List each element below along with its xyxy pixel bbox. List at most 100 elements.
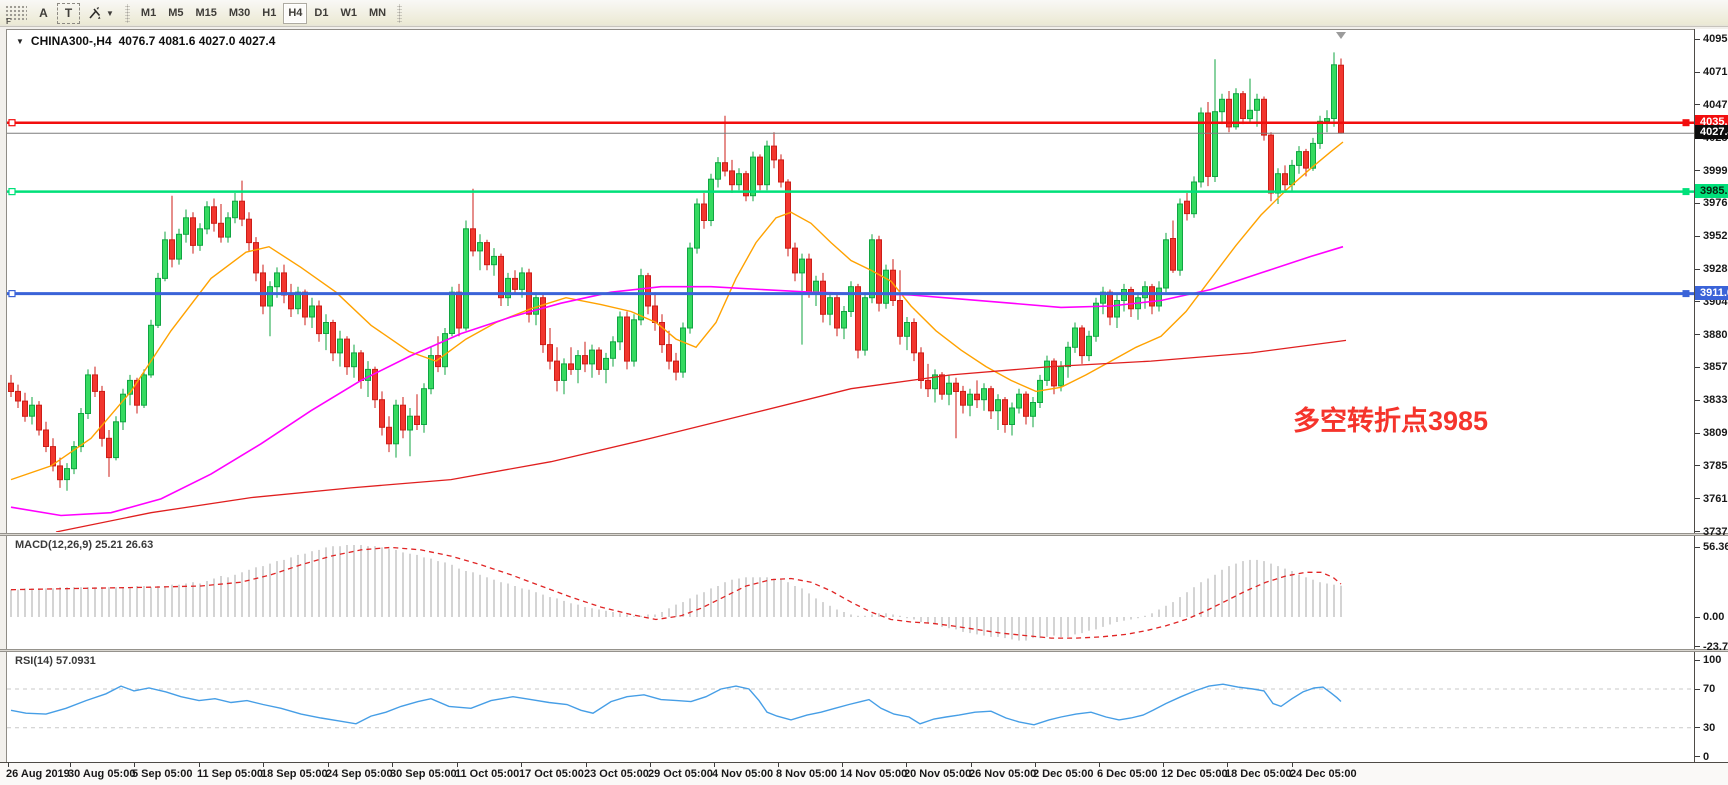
rsi-line bbox=[10, 683, 1342, 726]
date-tick bbox=[906, 763, 907, 767]
date-tick-label: 24 Dec 05:00 bbox=[1290, 768, 1357, 780]
date-tick bbox=[1099, 763, 1100, 767]
hline-handle-right bbox=[1682, 290, 1690, 298]
main-chart-pane: ▼ CHINA300-,H4 4076.7 4081.6 4027.0 4027… bbox=[6, 29, 1695, 533]
price-tick-label: 3880.5 bbox=[1695, 329, 1728, 341]
price-axis[interactable]: 4095.04071.04047.54023.53999.53976.03952… bbox=[1694, 29, 1728, 538]
text-annotation[interactable]: 多空转折点3985 bbox=[1293, 406, 1489, 436]
double-arrow-icon bbox=[89, 7, 101, 19]
date-tick-label: 30 Aug 05:00 bbox=[68, 768, 136, 780]
annotate-text-button[interactable]: A bbox=[39, 6, 48, 20]
macd-axis[interactable]: 56.36 0.00 -23.78 bbox=[1694, 536, 1728, 653]
macd-label: MACD(12,26,9) 25.21 26.63 bbox=[15, 539, 154, 551]
rsi-tick-label: 70 bbox=[1695, 683, 1715, 695]
macd-value-1: 25.21 bbox=[95, 539, 123, 551]
text-tool-button[interactable]: T bbox=[57, 2, 80, 24]
price-tick-label: 3833.0 bbox=[1695, 394, 1728, 406]
current-price-badge: 4027.4 bbox=[1695, 125, 1728, 140]
date-tick bbox=[392, 763, 393, 767]
date-tick-label: 8 Nov 05:00 bbox=[776, 768, 838, 780]
date-tick bbox=[714, 763, 715, 767]
date-tick bbox=[199, 763, 200, 767]
hline-handle-left bbox=[8, 119, 16, 127]
date-tick-label: 29 Oct 05:00 bbox=[648, 768, 713, 780]
hline-handle-left bbox=[8, 188, 16, 196]
date-tick bbox=[521, 763, 522, 767]
date-tick-label: 6 Dec 05:00 bbox=[1097, 768, 1158, 780]
symbol-dropdown-icon[interactable]: ▼ bbox=[16, 36, 24, 46]
tf-button-MN[interactable]: MN bbox=[368, 7, 387, 19]
toolbar-drag-grid-icon[interactable]: F bbox=[5, 4, 27, 26]
ma-line-mid-magenta bbox=[10, 245, 1344, 517]
date-tick-label: 24 Sep 05:00 bbox=[326, 768, 393, 780]
arrow-objects-button[interactable]: ▼ bbox=[82, 3, 119, 24]
macd-pane: MACD(12,26,9) 25.21 26.63 bbox=[6, 536, 1694, 649]
tf-button-H1[interactable]: H1 bbox=[262, 7, 277, 19]
date-tick-label: 17 Oct 05:00 bbox=[519, 768, 584, 780]
macd-canvas[interactable] bbox=[7, 536, 1695, 649]
rsi-axis[interactable]: 100 70 30 0 bbox=[1694, 652, 1728, 763]
pane-splitter-macd[interactable] bbox=[0, 533, 1728, 536]
price-tick-label: 3761.5 bbox=[1695, 493, 1728, 505]
date-tick-label: 18 Dec 05:00 bbox=[1225, 768, 1292, 780]
date-tick bbox=[457, 763, 458, 767]
price-badge-3911.0: 3911.0 bbox=[1695, 285, 1728, 300]
price-tick-label: 3737.5 bbox=[1695, 526, 1728, 538]
main-chart-canvas[interactable] bbox=[7, 30, 1695, 532]
rsi-tick-label: 30 bbox=[1695, 722, 1715, 734]
date-tick bbox=[134, 763, 135, 767]
price-tick-label: 3999.5 bbox=[1695, 165, 1728, 177]
date-tick-label: 4 Nov 05:00 bbox=[712, 768, 774, 780]
price-tick-label: 3928.0 bbox=[1695, 263, 1728, 275]
macd-signal-line bbox=[10, 546, 1342, 639]
date-tick bbox=[1227, 763, 1228, 767]
tf-button-M30[interactable]: M30 bbox=[228, 7, 251, 19]
rsi-label: RSI(14) 57.0931 bbox=[15, 655, 96, 667]
tf-button-M1[interactable]: M1 bbox=[140, 7, 157, 19]
date-tick-label: 23 Oct 05:00 bbox=[584, 768, 649, 780]
date-tick bbox=[70, 763, 71, 767]
date-tick bbox=[1035, 763, 1036, 767]
tf-button-M15[interactable]: M15 bbox=[195, 7, 217, 19]
macd-histogram bbox=[10, 545, 1342, 641]
tf-button-M5[interactable]: M5 bbox=[168, 7, 184, 19]
rsi-canvas[interactable] bbox=[7, 652, 1695, 762]
price-tick-label: 4047.5 bbox=[1695, 99, 1728, 111]
hline-handle-left bbox=[8, 290, 16, 298]
date-tick-label: 12 Dec 05:00 bbox=[1161, 768, 1228, 780]
date-tick-label: 2 Dec 05:00 bbox=[1033, 768, 1094, 780]
date-tick-label: 26 Aug 2019 bbox=[6, 768, 70, 780]
date-tick bbox=[650, 763, 651, 767]
date-tick-label: 30 Sep 05:00 bbox=[390, 768, 457, 780]
price-badge-3985.0: 3985.0 bbox=[1695, 183, 1728, 198]
date-tick bbox=[842, 763, 843, 767]
toolbar-grid-label: F bbox=[6, 16, 11, 26]
date-tick-label: 11 Oct 05:00 bbox=[455, 768, 520, 780]
pane-splitter-rsi[interactable] bbox=[0, 649, 1728, 652]
tf-button-W1[interactable]: W1 bbox=[340, 7, 357, 19]
price-tick-label: 3809.0 bbox=[1695, 427, 1728, 439]
date-tick bbox=[778, 763, 779, 767]
macd-tick-label: 56.36 bbox=[1695, 541, 1728, 553]
date-tick-label: 5 Sep 05:00 bbox=[132, 768, 193, 780]
ma-line-fast-orange bbox=[10, 141, 1344, 481]
price-tick-label: 4071.0 bbox=[1695, 66, 1728, 78]
macd-tick-label: -23.78 bbox=[1695, 641, 1728, 653]
tf-button-H4[interactable]: H4 bbox=[283, 2, 308, 24]
chart-title-symbol: CHINA300-,H4 bbox=[30, 34, 112, 48]
toolbar: F A T ▼ M1 M5 M15 M30 H1 H4 D1 W1 MN bbox=[0, 0, 1728, 27]
price-tick-label: 3976.0 bbox=[1695, 197, 1728, 209]
chart-title-ohlc: 4076.7 4081.6 4027.0 4027.4 bbox=[118, 34, 276, 48]
price-tick-label: 3952.0 bbox=[1695, 230, 1728, 242]
date-tick bbox=[328, 763, 329, 767]
hline-handle-right bbox=[1682, 188, 1690, 196]
toolbar-grip-handle[interactable] bbox=[124, 3, 130, 23]
date-tick-label: 20 Nov 05:00 bbox=[904, 768, 972, 780]
date-tick bbox=[586, 763, 587, 767]
date-axis[interactable]: 26 Aug 2019 30 Aug 05:00 5 Sep 05:00 11 Sep… bbox=[0, 762, 1728, 785]
ma-line-slow-red bbox=[55, 339, 1347, 532]
date-tick-label: 11 Sep 05:00 bbox=[197, 768, 264, 780]
toolbar-grip-handle-2[interactable] bbox=[397, 3, 403, 23]
tf-button-D1[interactable]: D1 bbox=[314, 7, 329, 19]
